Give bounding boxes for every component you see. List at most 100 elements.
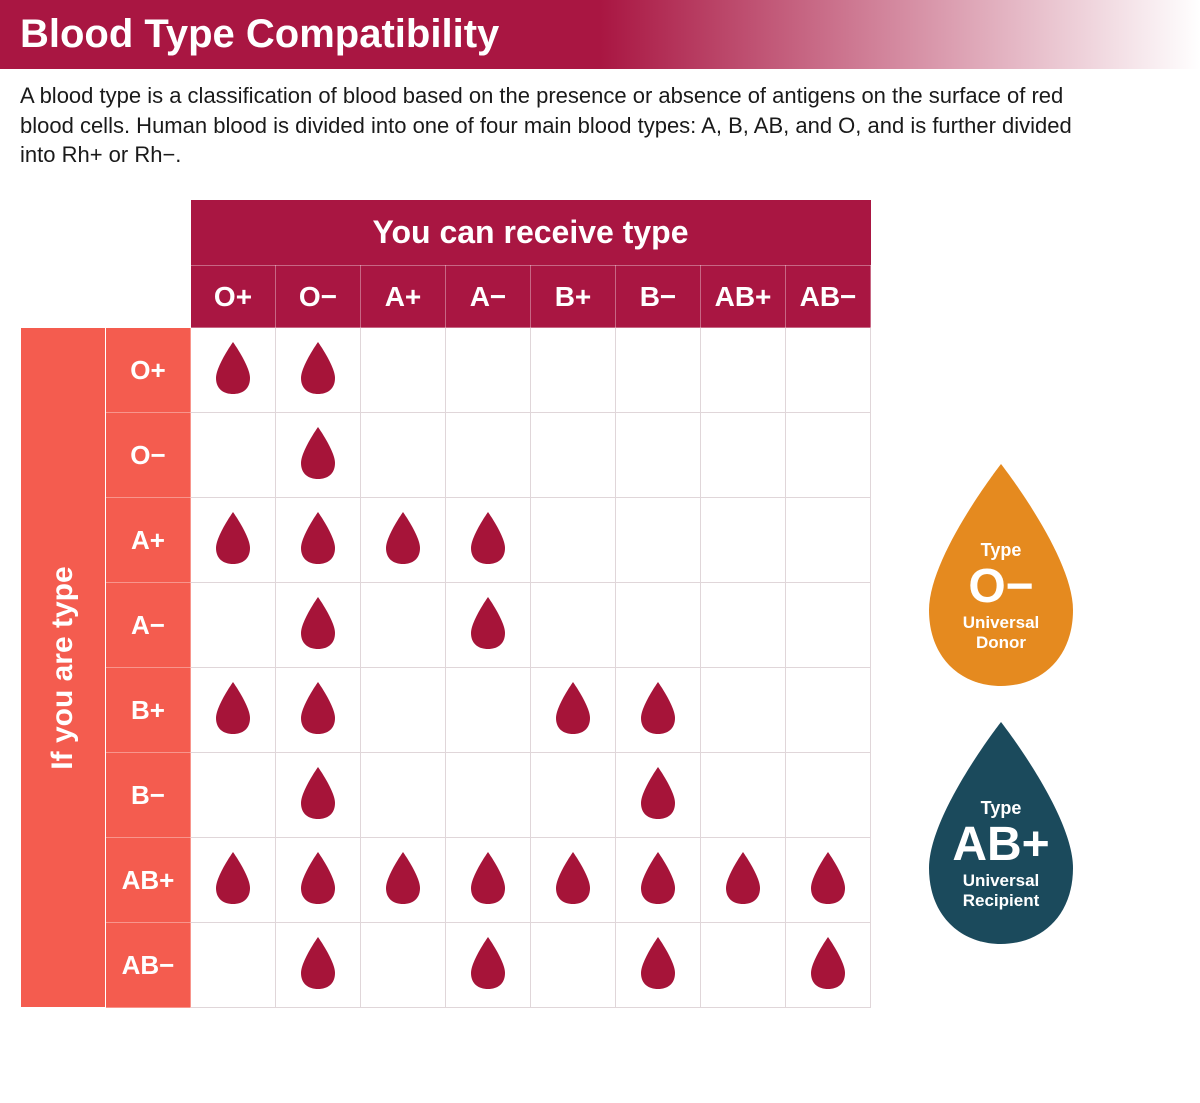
compat-cell: [276, 498, 361, 583]
blood-drop-icon: [296, 425, 340, 481]
blood-drop-icon: [296, 935, 340, 991]
donor-type: O−: [968, 563, 1033, 611]
compat-cell: [191, 583, 276, 668]
compat-cell: [616, 328, 701, 413]
recipient-text: Type AB+ UniversalRecipient: [911, 718, 1091, 948]
main-content: You can receive type O+O−A+A−B+B−AB+AB− …: [0, 200, 1200, 1038]
row-label: A+: [106, 498, 191, 583]
compat-cell: [276, 753, 361, 838]
row-label: B+: [106, 668, 191, 753]
blood-drop-icon: [551, 680, 595, 736]
compat-cell: [446, 498, 531, 583]
row-title-cell: If you are type: [21, 328, 106, 1008]
donor-prefix: Type: [981, 540, 1022, 561]
compat-cell: [191, 753, 276, 838]
compat-cell: [786, 498, 871, 583]
compat-cell: [786, 668, 871, 753]
compat-cell: [701, 328, 786, 413]
compat-cell: [446, 413, 531, 498]
compat-cell: [616, 583, 701, 668]
compat-cell: [191, 668, 276, 753]
blood-drop-icon: [636, 765, 680, 821]
blood-drop-icon: [721, 850, 765, 906]
compat-cell: [191, 498, 276, 583]
compat-cell: [446, 668, 531, 753]
compat-cell: [531, 413, 616, 498]
col-title-row: You can receive type: [21, 200, 871, 266]
blood-drop-icon: [806, 935, 850, 991]
compat-cell: [361, 838, 446, 923]
compat-cell: [701, 923, 786, 1008]
compat-cell: [361, 413, 446, 498]
blood-drop-icon: [211, 340, 255, 396]
compat-cell: [616, 923, 701, 1008]
blood-drop-icon: [211, 510, 255, 566]
blood-drop-icon: [296, 680, 340, 736]
compatibility-table-wrap: You can receive type O+O−A+A−B+B−AB+AB− …: [20, 200, 871, 1008]
row-label: O+: [106, 328, 191, 413]
blood-drop-icon: [296, 510, 340, 566]
compat-cell: [786, 328, 871, 413]
row-label: B−: [106, 753, 191, 838]
row-label: O−: [106, 413, 191, 498]
table-body: If you are type O+ O− A+ A− B+ B− AB+: [21, 328, 871, 1008]
compat-cell: [446, 923, 531, 1008]
recipient-prefix: Type: [981, 798, 1022, 819]
blood-drop-icon: [296, 850, 340, 906]
compat-cell: [276, 668, 361, 753]
description-text: A blood type is a classification of bloo…: [0, 69, 1100, 200]
blood-drop-icon: [636, 935, 680, 991]
compat-cell: [361, 923, 446, 1008]
compat-cell: [276, 413, 361, 498]
compat-cell: [701, 753, 786, 838]
blood-drop-icon: [211, 850, 255, 906]
blood-drop-icon: [636, 850, 680, 906]
corner-blank: [106, 266, 191, 328]
blood-drop-icon: [466, 510, 510, 566]
compat-cell: [361, 498, 446, 583]
compat-cell: [701, 498, 786, 583]
compat-cell: [446, 753, 531, 838]
compat-cell: [446, 838, 531, 923]
col-label: A−: [446, 266, 531, 328]
table-row: B−: [21, 753, 871, 838]
compat-cell: [276, 328, 361, 413]
blood-drop-icon: [296, 340, 340, 396]
col-label: O−: [276, 266, 361, 328]
col-label: A+: [361, 266, 446, 328]
corner-blank: [106, 200, 191, 266]
compat-cell: [531, 668, 616, 753]
compat-cell: [446, 583, 531, 668]
donor-text: Type O− UniversalDonor: [911, 460, 1091, 690]
table-row: O−: [21, 413, 871, 498]
compat-cell: [531, 838, 616, 923]
compat-cell: [616, 753, 701, 838]
title-bar: Blood Type Compatibility: [0, 0, 1200, 69]
universal-recipient-callout: Type AB+ UniversalRecipient: [911, 718, 1091, 948]
compat-cell: [701, 413, 786, 498]
donor-subtitle: UniversalDonor: [963, 613, 1040, 652]
col-label: AB−: [786, 266, 871, 328]
table-row: AB−: [21, 923, 871, 1008]
blood-drop-icon: [381, 850, 425, 906]
compat-cell: [531, 583, 616, 668]
recipient-type: AB+: [952, 821, 1049, 869]
compat-cell: [191, 923, 276, 1008]
table-head: You can receive type O+O−A+A−B+B−AB+AB−: [21, 200, 871, 328]
col-label: B+: [531, 266, 616, 328]
blood-drop-icon: [296, 765, 340, 821]
compat-cell: [361, 328, 446, 413]
compat-cell: [276, 923, 361, 1008]
compat-cell: [786, 838, 871, 923]
compat-cell: [616, 838, 701, 923]
universal-donor-callout: Type O− UniversalDonor: [911, 460, 1091, 690]
col-label: B−: [616, 266, 701, 328]
col-labels-row: O+O−A+A−B+B−AB+AB−: [21, 266, 871, 328]
compat-cell: [786, 923, 871, 1008]
compat-cell: [191, 838, 276, 923]
page-title: Blood Type Compatibility: [20, 12, 1180, 57]
compat-cell: [616, 498, 701, 583]
col-title: You can receive type: [191, 200, 871, 266]
compat-cell: [191, 328, 276, 413]
table-row: If you are type O+: [21, 328, 871, 413]
